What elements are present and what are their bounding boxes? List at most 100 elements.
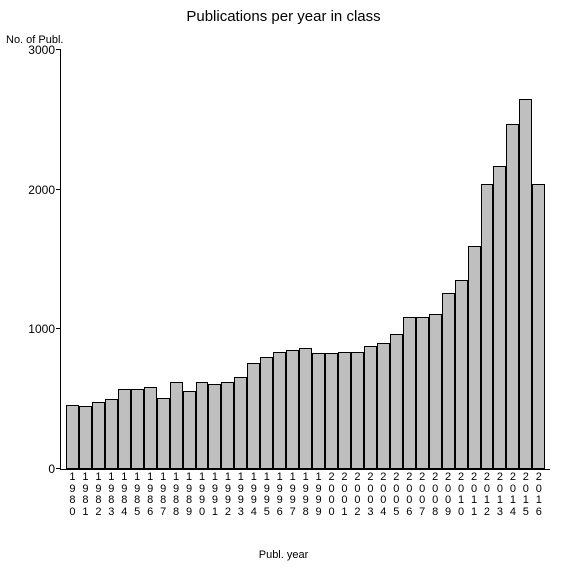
bar-slot: 1991 — [208, 50, 221, 469]
bar-slot: 2016 — [532, 50, 545, 469]
plot-area: 1980198119821983198419851986198719881989… — [60, 50, 550, 470]
bar — [92, 402, 105, 469]
bar-slot: 1998 — [299, 50, 312, 469]
bar-slot: 1982 — [92, 50, 105, 469]
bar-slot: 2007 — [416, 50, 429, 469]
bar-slot: 2012 — [481, 50, 494, 469]
bar — [455, 280, 468, 469]
bar — [131, 389, 144, 469]
bar — [468, 246, 481, 469]
bar — [105, 399, 118, 469]
bar-slot: 1986 — [144, 50, 157, 469]
bar — [234, 377, 247, 469]
x-tick-label: 1994 — [251, 469, 257, 518]
bar-slot: 1994 — [247, 50, 260, 469]
y-tick-label: 1000 — [28, 322, 61, 336]
x-tick-label: 1985 — [134, 469, 140, 518]
bar-slot: 1996 — [273, 50, 286, 469]
x-tick-label: 2001 — [341, 469, 347, 518]
x-tick-label: 2007 — [419, 469, 425, 518]
bar — [66, 405, 79, 469]
bar — [351, 352, 364, 469]
bar — [208, 384, 221, 469]
bar — [260, 357, 273, 469]
x-tick-label: 1983 — [108, 469, 114, 518]
bar-slot: 1990 — [196, 50, 209, 469]
bar — [299, 348, 312, 470]
x-tick-label: 2000 — [328, 469, 334, 518]
x-tick-label: 2013 — [497, 469, 503, 518]
x-tick-label: 1996 — [277, 469, 283, 518]
bar-slot: 2001 — [338, 50, 351, 469]
bar-slot: 2005 — [390, 50, 403, 469]
x-tick-label: 2002 — [354, 469, 360, 518]
x-tick-label: 1984 — [121, 469, 127, 518]
x-tick-label: 1993 — [238, 469, 244, 518]
bar-slot: 2010 — [455, 50, 468, 469]
bar — [157, 398, 170, 469]
bar — [416, 317, 429, 469]
x-tick-label: 1988 — [173, 469, 179, 518]
bar — [79, 406, 92, 469]
bar-slot: 1980 — [66, 50, 79, 469]
x-tick-label: 2011 — [471, 469, 477, 518]
x-tick-label: 1999 — [316, 469, 322, 518]
bar-slot: 1992 — [221, 50, 234, 469]
bar-slot: 1981 — [79, 50, 92, 469]
bar-slot: 1985 — [131, 50, 144, 469]
bar-slot: 2008 — [429, 50, 442, 469]
x-tick-label: 1986 — [147, 469, 153, 518]
bar — [273, 352, 286, 469]
bar — [338, 352, 351, 469]
x-tick-label: 1981 — [82, 469, 88, 518]
x-tick-label: 2012 — [484, 469, 490, 518]
bar-slot: 1997 — [286, 50, 299, 469]
bar-slot: 1993 — [234, 50, 247, 469]
chart-container: Publications per year in class No. of Pu… — [0, 0, 567, 567]
bar-slot: 2011 — [468, 50, 481, 469]
bar — [170, 382, 183, 469]
y-tick-mark — [56, 468, 61, 469]
bar-slot: 2003 — [364, 50, 377, 469]
bar-slot: 2014 — [506, 50, 519, 469]
bar — [532, 184, 545, 469]
x-tick-label: 1992 — [225, 469, 231, 518]
bar — [312, 353, 325, 469]
bar — [429, 314, 442, 469]
bar-slot: 2009 — [442, 50, 455, 469]
x-tick-label: 1998 — [303, 469, 309, 518]
x-tick-label: 1987 — [160, 469, 166, 518]
x-tick-label: 1980 — [69, 469, 75, 518]
x-tick-label: 1991 — [212, 469, 218, 518]
bar-slot: 2015 — [519, 50, 532, 469]
x-tick-label: 2014 — [510, 469, 516, 518]
y-tick-label: 0 — [48, 462, 61, 476]
bar-slot: 1999 — [312, 50, 325, 469]
bar — [118, 389, 131, 469]
bar — [377, 343, 390, 469]
y-tick-mark — [56, 328, 61, 329]
x-tick-label: 2003 — [367, 469, 373, 518]
bar-slot: 1988 — [170, 50, 183, 469]
bar — [506, 124, 519, 469]
bar-slot: 2002 — [351, 50, 364, 469]
y-tick-mark — [56, 49, 61, 50]
x-tick-label: 1989 — [186, 469, 192, 518]
x-tick-label: 1982 — [95, 469, 101, 518]
bar — [481, 184, 494, 469]
x-tick-label: 2005 — [393, 469, 399, 518]
x-axis-label: Publ. year — [0, 549, 567, 561]
x-tick-label: 2010 — [458, 469, 464, 518]
bar-slot: 1989 — [183, 50, 196, 469]
bar-slot: 1987 — [157, 50, 170, 469]
x-tick-label: 1997 — [290, 469, 296, 518]
bar — [403, 317, 416, 469]
x-tick-label: 1990 — [199, 469, 205, 518]
x-tick-label: 2008 — [432, 469, 438, 518]
x-tick-label: 2016 — [536, 469, 542, 518]
bars-group: 1980198119821983198419851986198719881989… — [66, 50, 545, 469]
bar — [364, 346, 377, 469]
bar-slot: 1983 — [105, 50, 118, 469]
bar-slot: 2006 — [403, 50, 416, 469]
bar — [325, 353, 338, 469]
